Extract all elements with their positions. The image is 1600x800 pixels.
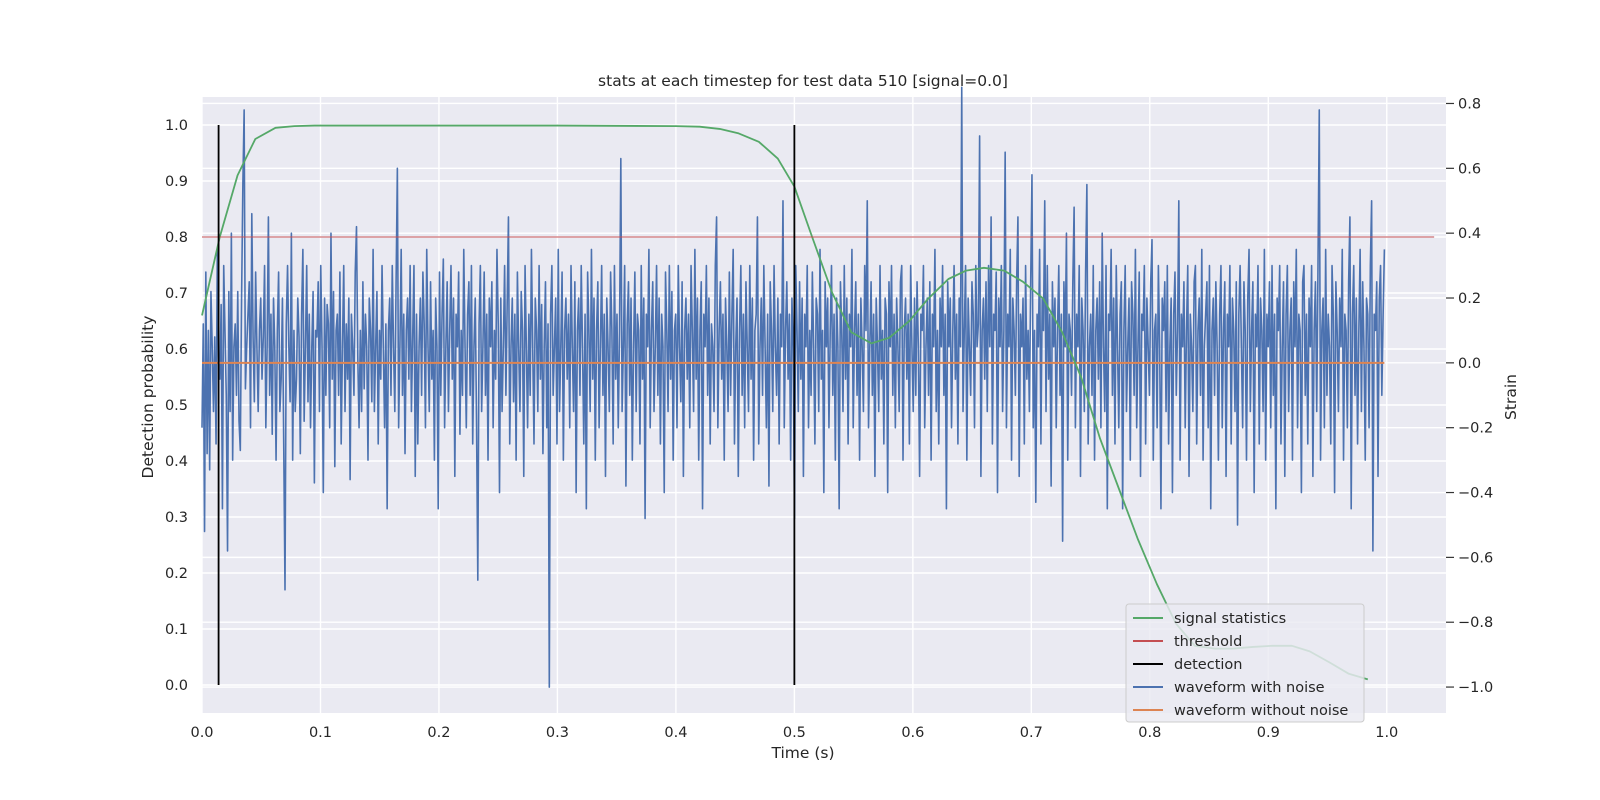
y-tick-label: 0.1 (165, 622, 188, 638)
x-tick-label: 0.8 (1138, 725, 1161, 741)
x-tick-label: 0.6 (901, 725, 924, 741)
y-tick-label: 0.5 (165, 398, 188, 414)
y2-tick-label: 0.2 (1458, 291, 1481, 307)
x-tick-label: 0.0 (190, 725, 213, 741)
y-tick-label: 1.0 (165, 118, 188, 134)
y-axis-left: 0.0 0.1 0.2 0.3 0.4 0.5 0.6 0.7 0.8 0.9 1.0 (165, 118, 188, 694)
chart-title: stats at each timestep for test data 510… (598, 72, 1008, 90)
y2-tick-label: −0.8 (1458, 615, 1493, 631)
y-axis-right: −1.0 −0.8 −0.6 −0.4 −0.2 0.0 0.2 0.4 0.6 0.8 (1446, 96, 1493, 696)
y2-tick-label: −0.4 (1458, 486, 1493, 502)
x-axis-label: Time (s) (770, 744, 834, 762)
x-tick-label: 0.2 (427, 725, 450, 741)
legend-label: waveform without noise (1174, 703, 1348, 719)
y2-tick-label: −1.0 (1458, 680, 1493, 696)
series-waveform-with-noise (201, 86, 1386, 688)
y-tick-label: 0.7 (165, 286, 188, 302)
x-tick-label: 0.4 (664, 725, 687, 741)
y2-tick-label: 0.4 (1458, 226, 1481, 242)
x-tick-label: 0.9 (1257, 725, 1280, 741)
y-axis-label: Detection probability (139, 316, 157, 479)
x-tick-label: 1.0 (1375, 725, 1398, 741)
legend-frame (1125, 603, 1365, 723)
y-tick-label: 0.6 (165, 342, 188, 358)
legend-label: waveform with noise (1174, 680, 1325, 696)
y2-tick-label: 0.0 (1458, 356, 1481, 372)
y-tick-label: 0.4 (165, 454, 188, 470)
legend-label: threshold (1174, 634, 1242, 650)
y2-tick-label: −0.6 (1458, 550, 1493, 566)
y-tick-label: 0.3 (165, 510, 188, 526)
y2-tick-label: 0.8 (1458, 96, 1481, 112)
legend-label: detection (1174, 657, 1242, 673)
x-tick-label: 0.7 (1020, 725, 1043, 741)
y-tick-label: 0.8 (165, 230, 188, 246)
legend: signal statistics threshold detection wavef… (1125, 603, 1365, 723)
x-tick-label: 0.1 (309, 725, 332, 741)
y-tick-label: 0.2 (165, 566, 188, 582)
x-tick-label: 0.5 (783, 725, 806, 741)
y2-tick-label: 0.6 (1458, 161, 1481, 177)
x-tick-label: 0.3 (546, 725, 569, 741)
legend-label: signal statistics (1174, 611, 1286, 627)
y2-axis-label: Strain (1502, 374, 1520, 420)
y-tick-label: 0.0 (165, 678, 188, 694)
x-axis: 0.0 0.1 0.2 0.3 0.4 0.5 0.6 0.7 0.8 0.9 1.0 (190, 725, 1398, 741)
y2-tick-label: −0.2 (1458, 421, 1493, 437)
y-tick-label: 0.9 (165, 174, 188, 190)
